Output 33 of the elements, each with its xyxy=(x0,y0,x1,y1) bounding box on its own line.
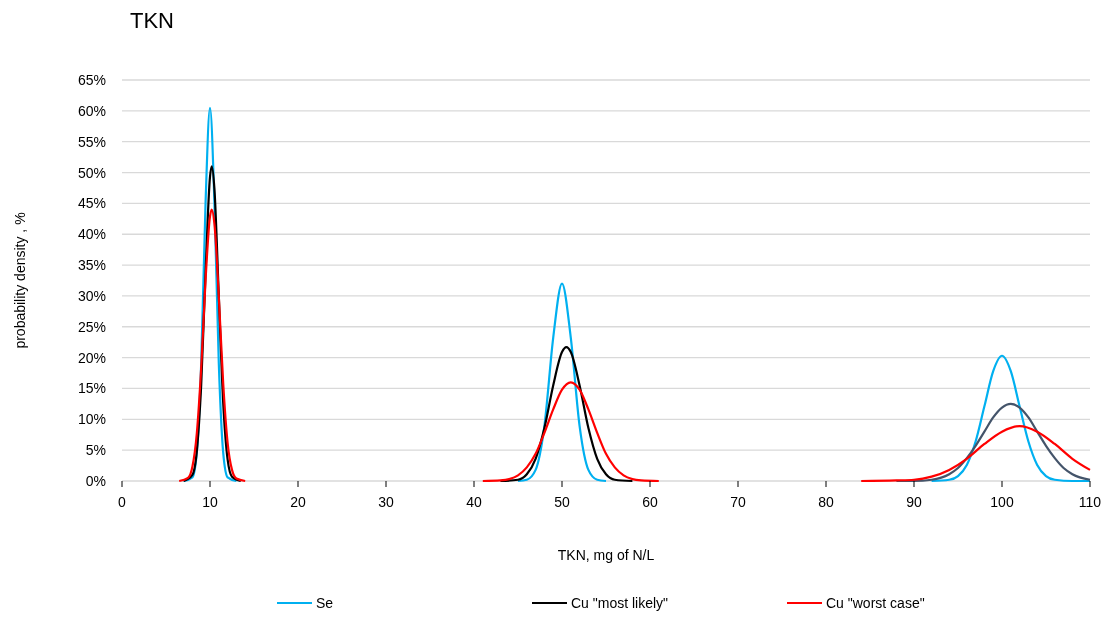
line-series xyxy=(895,402,1092,483)
y-tick-label: 30% xyxy=(77,287,106,304)
x-tick-label: 100 xyxy=(990,494,1014,510)
x-tick-label: 80 xyxy=(818,494,834,510)
y-tick-label: 50% xyxy=(77,164,106,181)
x-tick-label: 20 xyxy=(290,494,306,510)
y-tick-label: 10% xyxy=(77,411,106,428)
y-tick-label: 45% xyxy=(77,195,106,212)
chart-title: TKN xyxy=(130,8,174,33)
y-axis-title: probability density , % xyxy=(12,212,28,349)
x-tick-label: 50 xyxy=(554,494,570,510)
y-tick-label: 15% xyxy=(77,380,106,397)
y-tick-label: 55% xyxy=(77,133,106,150)
y-tick-label: 5% xyxy=(85,442,106,459)
x-tick-label: 40 xyxy=(466,494,482,510)
legend-label: Se xyxy=(316,595,334,611)
y-tick-label: 25% xyxy=(77,318,106,335)
y-tick-label: 0% xyxy=(85,473,106,489)
y-tick-label: 60% xyxy=(77,102,106,119)
x-tick-label: 10 xyxy=(202,494,218,510)
x-axis-title: TKN, mg of N/L xyxy=(557,547,655,563)
x-tick-label: 30 xyxy=(378,494,394,510)
x-tick-label: 70 xyxy=(730,494,746,510)
x-tick-label: 110 xyxy=(1078,494,1102,510)
y-tick-label: 20% xyxy=(77,349,106,366)
y-tick-label: 65% xyxy=(77,72,106,88)
legend-label: Cu "worst case" xyxy=(826,595,925,611)
y-tick-label: 35% xyxy=(77,257,106,274)
x-tick-label: 0 xyxy=(118,494,127,510)
legend-label: Cu "most likely" xyxy=(571,595,669,611)
y-tick-label: 40% xyxy=(77,226,106,243)
x-tick-label: 60 xyxy=(642,494,658,510)
x-tick-label: 90 xyxy=(906,494,922,510)
